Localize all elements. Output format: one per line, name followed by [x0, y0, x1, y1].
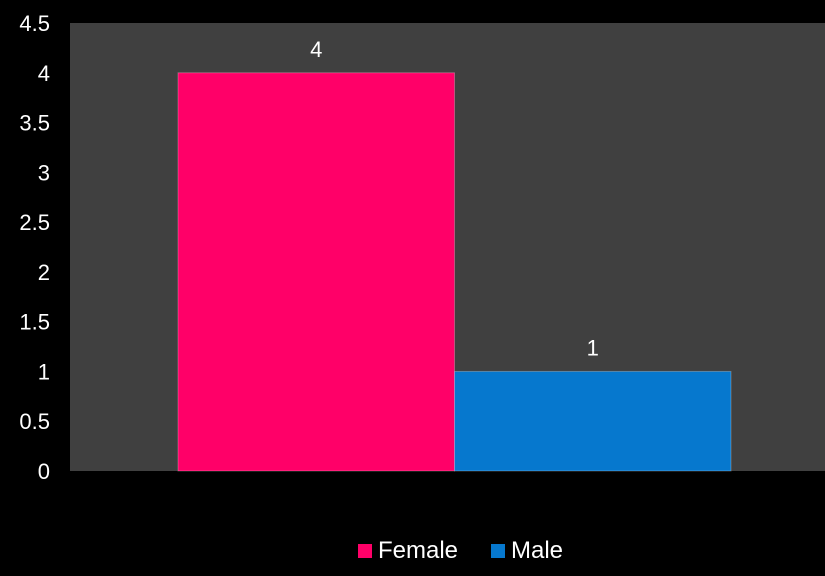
data-label-female: 4	[310, 37, 322, 62]
y-tick-label: 3.5	[19, 111, 50, 136]
y-tick-label: 3	[38, 160, 50, 185]
legend-swatch-male	[491, 544, 505, 558]
y-tick-label: 2.5	[19, 210, 50, 235]
legend: Female Male	[358, 537, 563, 564]
y-tick-label: 4	[38, 61, 50, 86]
y-axis: 0 0.5 1 1.5 2 2.5 3 3.5 4 4.5	[19, 11, 50, 484]
legend-swatch-female	[358, 544, 372, 558]
y-tick-label: 0.5	[19, 409, 50, 434]
data-label-male: 1	[587, 335, 599, 360]
y-tick-label: 1	[38, 359, 50, 384]
y-tick-label: 4.5	[19, 11, 50, 36]
y-tick-label: 2	[38, 260, 50, 285]
data-labels: 41	[310, 37, 599, 361]
bar-female	[177, 72, 455, 472]
y-tick-label: 0	[38, 459, 50, 484]
legend-label-male: Male	[511, 537, 563, 564]
bars	[177, 72, 732, 472]
bar-male	[454, 370, 732, 472]
legend-label-female: Female	[378, 537, 458, 564]
y-tick-label: 1.5	[19, 310, 50, 335]
